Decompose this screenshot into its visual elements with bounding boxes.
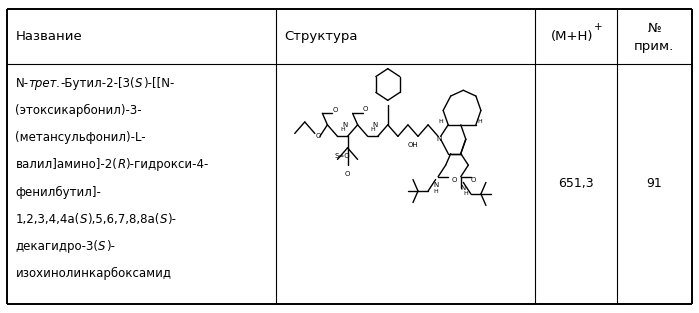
Text: ),5,6,7,8,8a(: ),5,6,7,8,8a( bbox=[87, 213, 159, 226]
Text: N: N bbox=[343, 122, 347, 128]
Text: 91: 91 bbox=[647, 177, 662, 190]
Text: изохинолинкарбоксамид: изохинолинкарбоксамид bbox=[15, 267, 171, 280]
Text: H: H bbox=[433, 188, 438, 193]
Text: H: H bbox=[340, 127, 345, 132]
Text: R: R bbox=[117, 158, 125, 172]
Text: S=O: S=O bbox=[335, 153, 350, 160]
Text: S: S bbox=[99, 240, 106, 253]
Text: №: № bbox=[647, 23, 661, 35]
Text: Название: Название bbox=[15, 30, 82, 43]
Text: H: H bbox=[463, 192, 468, 197]
Text: (этоксикарбонил)-3-: (этоксикарбонил)-3- bbox=[15, 104, 142, 117]
Text: )-гидрокси-4-: )-гидрокси-4- bbox=[125, 158, 209, 172]
Text: O: O bbox=[345, 171, 350, 177]
Text: +: + bbox=[594, 22, 603, 32]
Text: трет.: трет. bbox=[29, 77, 61, 90]
Text: O: O bbox=[452, 177, 457, 182]
Text: фенилбутил]-: фенилбутил]- bbox=[15, 186, 101, 199]
Text: (метансульфонил)-L-: (метансульфонил)-L- bbox=[15, 131, 146, 144]
Text: декагидро-3(: декагидро-3( bbox=[15, 240, 99, 253]
Text: )-[[N-: )-[[N- bbox=[143, 77, 174, 90]
Text: S: S bbox=[159, 213, 167, 226]
Text: O: O bbox=[363, 106, 368, 112]
Text: прим.: прим. bbox=[634, 40, 675, 53]
Text: N: N bbox=[461, 185, 466, 191]
Text: OH: OH bbox=[408, 142, 418, 148]
Text: )-: )- bbox=[106, 240, 115, 253]
Text: H: H bbox=[370, 127, 375, 132]
Text: O: O bbox=[316, 133, 322, 139]
Text: N: N bbox=[373, 122, 378, 128]
Text: S: S bbox=[80, 213, 87, 226]
Text: Структура: Структура bbox=[284, 30, 358, 43]
Text: N: N bbox=[437, 136, 442, 142]
Text: -Бутил-2-[3(: -Бутил-2-[3( bbox=[61, 77, 136, 90]
Text: O: O bbox=[470, 177, 476, 182]
Text: )-: )- bbox=[167, 213, 176, 226]
Text: H: H bbox=[477, 120, 482, 125]
Text: N-: N- bbox=[15, 77, 29, 90]
Text: O: O bbox=[332, 107, 338, 113]
Text: 651,3: 651,3 bbox=[558, 177, 593, 190]
Text: 1,2,3,4,4a(: 1,2,3,4,4a( bbox=[15, 213, 80, 226]
Text: H: H bbox=[438, 120, 443, 125]
Text: валил]амино]-2(: валил]амино]-2( bbox=[15, 158, 117, 172]
Text: S: S bbox=[136, 77, 143, 90]
Text: N: N bbox=[433, 182, 438, 188]
Text: (M+H): (M+H) bbox=[551, 30, 593, 43]
